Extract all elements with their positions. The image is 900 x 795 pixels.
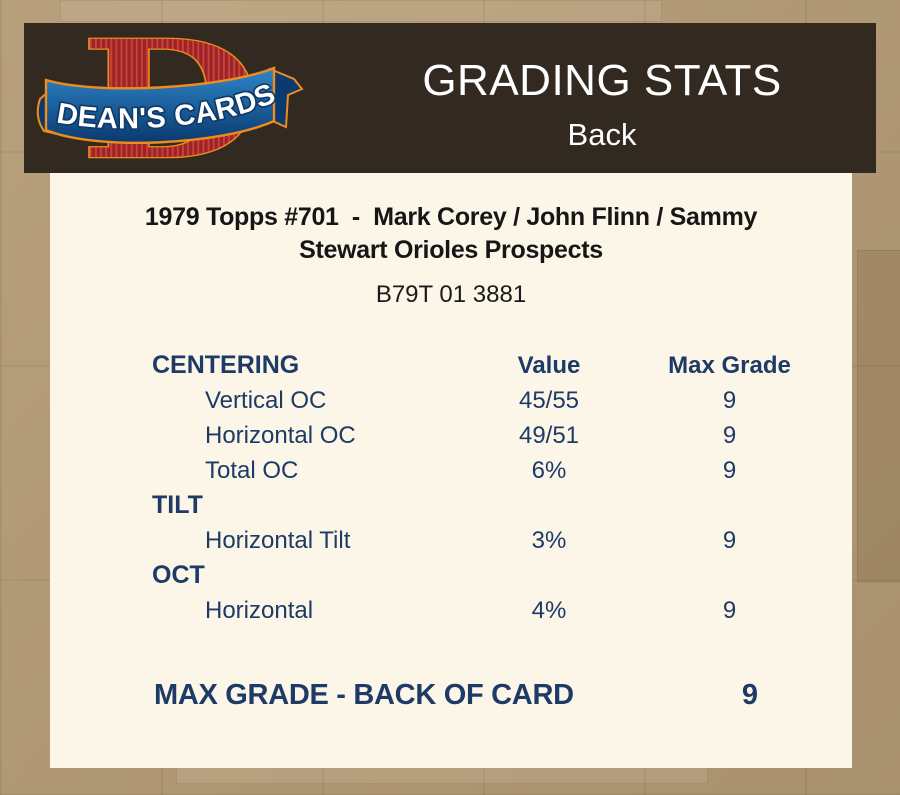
card-id-code: B79T 01 3881	[375, 281, 527, 308]
row-label-horizontal: Horizontal	[205, 597, 314, 624]
row-max-grade: 9	[722, 457, 737, 484]
row-value: 4%	[531, 597, 567, 624]
table-row: Horizontal 4% 9	[50, 593, 852, 628]
header-titles: GRADING STATS Back	[372, 57, 832, 152]
table-row: Horizontal Tilt 3% 9	[50, 523, 852, 558]
row-max-grade	[644, 488, 815, 523]
row-max-grade: 9	[722, 387, 737, 414]
header-bar: D DEAN'S CARDS GRADING STATS Back	[24, 3, 876, 197]
table-section-row: TILT	[50, 488, 852, 523]
table-header-row: CENTERING Value Max Grade	[50, 348, 852, 383]
max-grade-summary-row: MAX GRADE - BACK OF CARD 9	[50, 679, 852, 711]
background-card-patch	[857, 250, 900, 582]
section-header-centering: CENTERING	[152, 351, 300, 379]
deans-cards-logo-graphic: D DEAN'S CARDS	[36, 3, 304, 197]
grading-stats-table: CENTERING Value Max Grade Vertical OC 45…	[50, 348, 852, 628]
deans-cards-logo[interactable]: D DEAN'S CARDS	[36, 3, 328, 197]
row-label-horizontal-oc: Horizontal OC	[205, 422, 356, 449]
column-header-value: Value	[517, 352, 581, 379]
section-header-tilt: TILT	[152, 491, 203, 519]
page-title: GRADING STATS	[422, 56, 782, 105]
row-max-grade	[644, 558, 815, 593]
row-value: 45/55	[518, 387, 580, 414]
table-section-row: OCT	[50, 558, 852, 593]
row-value: 3%	[531, 527, 567, 554]
background-card-patch	[60, 0, 662, 22]
max-grade-summary-label: MAX GRADE - BACK OF CARD	[154, 679, 574, 711]
row-value: 49/51	[518, 422, 580, 449]
max-grade-summary-value: 9	[741, 679, 759, 711]
ribbon-band	[44, 66, 276, 145]
row-max-grade: 9	[722, 422, 737, 449]
card-title-line2: Stewart Orioles Prospects	[299, 236, 603, 264]
row-label-horizontal-tilt: Horizontal Tilt	[205, 527, 351, 554]
card-title: 1979 Topps #701 - Mark Corey / John Flin…	[81, 201, 821, 267]
column-header-max-grade: Max Grade	[668, 352, 791, 379]
card-title-line1: 1979 Topps #701 - Mark Corey / John Flin…	[144, 203, 758, 231]
table-row: Vertical OC 45/55 9	[50, 383, 852, 418]
row-label-total-oc: Total OC	[205, 457, 299, 484]
row-value	[454, 488, 644, 523]
row-max-grade: 9	[722, 527, 737, 554]
row-max-grade: 9	[722, 597, 737, 624]
table-row: Total OC 6% 9	[50, 453, 852, 488]
section-header-oct: OCT	[152, 561, 205, 589]
row-value: 6%	[531, 457, 567, 484]
row-label-vertical-oc: Vertical OC	[205, 387, 327, 414]
table-row: Horizontal OC 49/51 9	[50, 418, 852, 453]
stats-panel: 1979 Topps #701 - Mark Corey / John Flin…	[50, 173, 852, 768]
page-subtitle-card-side: Back	[567, 117, 637, 152]
row-value	[454, 558, 644, 593]
